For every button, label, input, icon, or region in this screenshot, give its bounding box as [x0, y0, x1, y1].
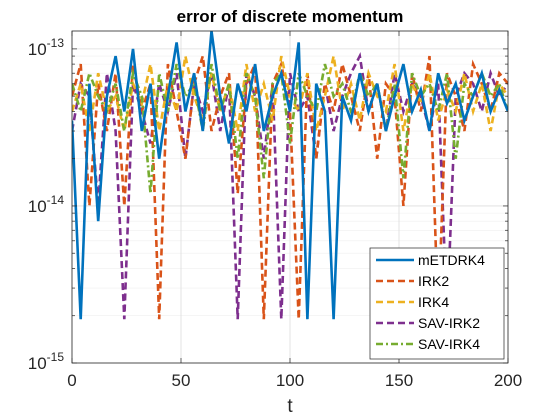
- axis-ticks: 0 50 100 150 200 10-15 10-14 10-13: [28, 31, 522, 390]
- series-line-sav-irk4: [72, 63, 508, 194]
- x-tick-label: 150: [385, 371, 413, 390]
- x-axis-label: t: [287, 396, 293, 417]
- legend-label: SAV-IRK2: [418, 315, 480, 331]
- legend-box: [369, 247, 505, 360]
- legend-label: IRK4: [418, 294, 449, 310]
- y-tick-label: 10-15: [28, 350, 65, 373]
- chart-title: error of discrete momentum: [177, 7, 404, 26]
- legend-label: SAV-IRK4: [418, 336, 480, 352]
- series-line-metdrk4: [72, 31, 508, 320]
- x-tick-label: 50: [172, 371, 191, 390]
- legend-label: IRK2: [418, 273, 449, 289]
- legend-label: mETDRK4: [418, 252, 485, 268]
- x-tick-label: 200: [494, 371, 522, 390]
- y-tick-label: 10-13: [28, 36, 65, 59]
- y-tick-label: 10-14: [28, 193, 65, 216]
- legend: mETDRK4 IRK2 IRK4 SAV-IRK2 SAV-IRK4: [369, 247, 505, 360]
- series-line-irk4: [72, 55, 508, 132]
- x-tick-label: 0: [67, 371, 76, 390]
- x-tick-label: 100: [276, 371, 304, 390]
- series-line-irk2: [72, 55, 508, 320]
- plot-series: [72, 31, 508, 320]
